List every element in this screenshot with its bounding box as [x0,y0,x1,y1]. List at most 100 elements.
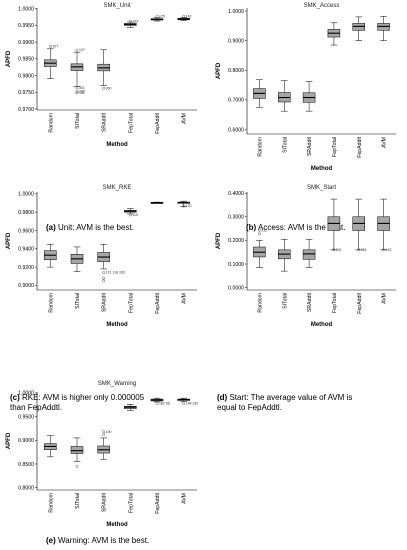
box-random [253,79,266,108]
box-sitotal [70,51,84,87]
chart-panel-3: SMK_Start 0.0000 0.1000 0.2000 0.3000 0.4000 A… [216,185,396,412]
y-tick-label: 1.0000 [18,6,34,12]
x-tick-label: Random [48,493,54,513]
iqr-box [70,446,84,454]
x-tick-label: AVM [182,113,188,124]
box-fepaddtl [150,397,164,403]
outlier-point [48,45,52,48]
outlier-point [102,433,106,437]
y-tick-label: 1.0000 [228,9,244,15]
outlier-label: 148 180 [186,401,199,405]
box-feptotal [327,198,341,251]
x-tick-label: AVM [382,137,388,148]
x-tick-label: AVM [382,293,388,304]
outlier-point [155,15,159,19]
box-sitotal [70,246,84,272]
y-tick-label: 0.9000 [228,38,244,44]
y-tick-label: 1.0000 [18,192,34,198]
box-avm [377,16,390,41]
y-tick-label: 0.3000 [228,215,244,221]
x-tick-label: SITotal [75,293,81,309]
y-axis-label: APFD [6,232,12,249]
x-tick-label: AVM [182,293,188,304]
x-axis-label: Method [106,142,128,148]
outlier-label: 137 [79,48,85,52]
y-tick-label: 0.9800 [18,210,34,216]
caption-text: Unit: AVM is the best. [56,223,134,232]
y-tick-label: 0.9950 [18,23,34,29]
outlier-point [102,279,106,283]
y-tick-label: 1.0000 [18,391,34,397]
box-sraddtl [97,243,110,270]
chart-title: SMK_Start [307,185,336,191]
x-tick-label: Random [257,293,263,313]
chart-title: SMK_RKE [103,185,132,191]
box-avm [377,198,390,251]
x-tick-label: SITotal [75,113,81,129]
outlier-label: 142 [186,14,192,18]
x-tick-label: SITotal [282,293,288,309]
outlier-point [75,464,79,468]
outlier-point [102,430,106,434]
caption: (e) Warning: AVM is the best. [46,536,149,545]
box-fepaddtl [352,16,365,41]
caption: (d) Start: The average value of AVM is [217,393,352,402]
chart-title: SMK_Access [304,3,340,9]
outlier-label: 207 [52,44,58,48]
outlier-label: 212 [261,228,267,232]
y-tick-label: 0.1000 [228,262,244,268]
x-tick-label: SRAddtl [307,137,313,156]
x-tick-label: SITotal [282,137,288,153]
caption: (b) Access: AVM is the best. [246,223,345,232]
x-tick-label: Random [257,137,263,157]
y-tick-label: 0.9600 [18,228,34,234]
outlier-point [258,232,261,236]
outlier-point [357,248,361,252]
box-avm [177,397,190,402]
y-axis-label: APFD [216,62,222,79]
caption-line-1: Start: The average value of AVM is [227,393,352,402]
outlier-point [182,204,186,208]
caption-line-2: than FepAddtl. [10,403,62,412]
box-fepaddtl [150,201,164,204]
y-tick-label: 0.8000 [18,485,34,491]
chart-title: SMK_Unit [103,3,130,9]
y-tick-label: 0.9900 [18,40,34,46]
outlier-label: 190 [106,430,112,434]
caption-line-2: equal to FepAddtl. [217,403,282,412]
caption-letter: (d) [217,393,228,402]
outlier-label: 182 88 [159,401,170,405]
x-tick-label: Random [48,113,54,133]
chart-panel-1: SMK_Access 0.6000 0.7000 0.8000 0.9000 1.0000… [216,3,396,232]
box-feptotal [124,404,137,411]
box-sraddtl [302,238,316,268]
box-feptotal [124,21,137,28]
box-random [44,435,57,458]
x-tick-label: SITotal [75,493,81,509]
outlier-label: 193 [386,248,392,252]
x-tick-label: FepTotal [332,137,338,157]
x-axis-label: Method [311,166,333,172]
caption-letter: (e) [46,536,56,545]
caption-letter: (b) [246,223,257,232]
x-axis-label: Method [311,322,333,328]
chart-panel-2: SMK_RKE 0.9000 0.9200 0.9400 0.9600 0.9800 1.0… [6,185,197,412]
outlier-label: 341 [79,86,85,90]
box-sitotal [70,437,84,462]
outlier-point [75,86,79,90]
outlier-label: 161 [79,91,85,95]
y-tick-label: 0.9850 [18,57,34,63]
y-tick-label: 0.2000 [228,238,244,244]
x-tick-label: SRAddtl [102,493,108,512]
x-tick-label: Random [48,293,54,313]
outlier-point [75,90,79,94]
caption: (a) Unit: AVM is the best. [46,223,134,232]
outlier-label: 120 [186,204,192,208]
y-tick-label: 0.9400 [18,247,34,253]
y-axis-label: APFD [216,232,222,249]
box-sitotal [278,238,291,272]
y-tick-label: 0.7000 [228,98,244,104]
x-tick-label: FepAddtl [155,493,161,514]
outlier-point [128,19,132,23]
box-sraddtl [97,437,110,460]
